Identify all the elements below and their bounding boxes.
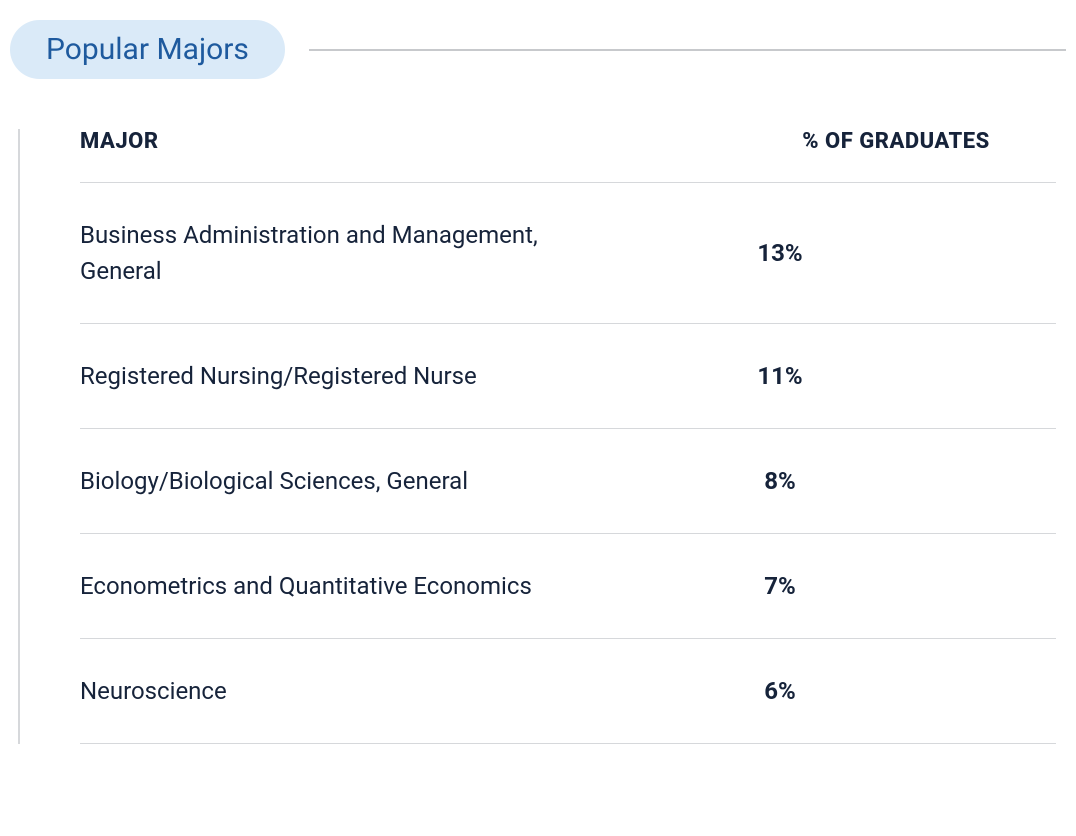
cell-percent: 11% xyxy=(620,362,940,390)
table-container: MAJOR % OF GRADUATES Business Administra… xyxy=(18,129,1066,744)
header-divider xyxy=(309,49,1066,51)
cell-major: Registered Nursing/Registered Nurse xyxy=(80,358,620,394)
cell-major: Neuroscience xyxy=(80,673,620,709)
table-row: Biology/Biological Sciences, General 8% xyxy=(80,429,1056,534)
table-header-row: MAJOR % OF GRADUATES xyxy=(80,129,1056,183)
table-row: Registered Nursing/Registered Nurse 11% xyxy=(80,324,1056,429)
cell-percent: 8% xyxy=(620,467,940,495)
cell-major: Biology/Biological Sciences, General xyxy=(80,463,620,499)
table-row: Business Administration and Management, … xyxy=(80,183,1056,324)
cell-percent: 13% xyxy=(620,239,940,267)
column-header-major: MAJOR xyxy=(80,129,736,154)
cell-major: Econometrics and Quantitative Economics xyxy=(80,568,620,604)
cell-major: Business Administration and Management, … xyxy=(80,217,620,289)
section-header: Popular Majors xyxy=(10,20,1066,79)
cell-percent: 6% xyxy=(620,677,940,705)
section-title-pill: Popular Majors xyxy=(10,20,285,79)
column-header-percent: % OF GRADUATES xyxy=(736,129,1056,154)
majors-table: MAJOR % OF GRADUATES Business Administra… xyxy=(80,129,1056,744)
table-row: Neuroscience 6% xyxy=(80,639,1056,744)
cell-percent: 7% xyxy=(620,572,940,600)
table-row: Econometrics and Quantitative Economics … xyxy=(80,534,1056,639)
